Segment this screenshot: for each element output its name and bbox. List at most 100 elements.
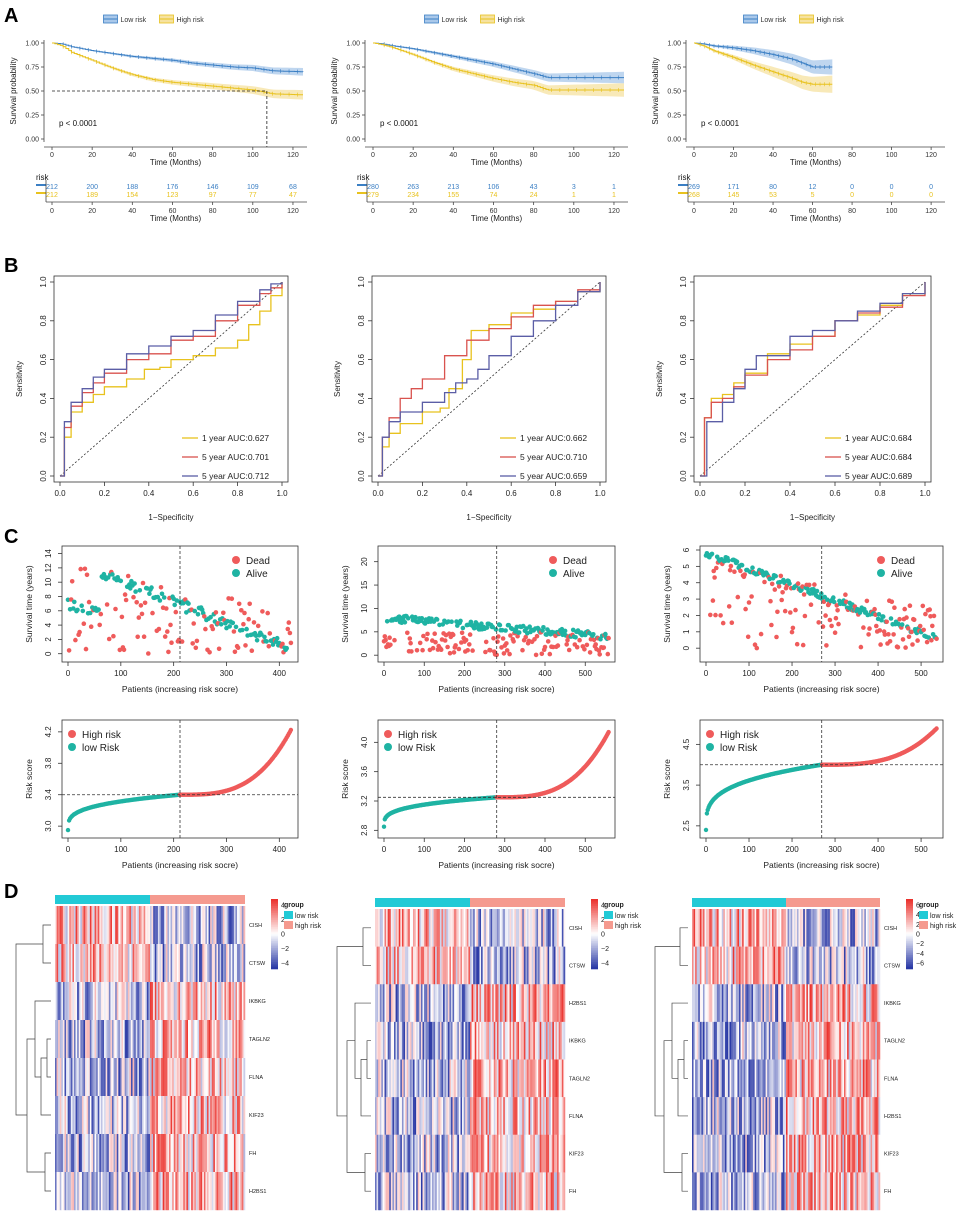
dead-point <box>778 573 784 579</box>
heatmap-cell <box>226 1058 228 1097</box>
heatmap-cell <box>208 1134 211 1173</box>
heatmap-cell <box>64 1020 67 1059</box>
heatmap-cell <box>176 1172 179 1211</box>
heatmap-cell <box>549 984 551 1023</box>
heatmap-cell <box>726 1097 729 1135</box>
heatmap-cell <box>167 1058 170 1097</box>
heatmap-cell <box>408 1097 411 1135</box>
color-scale-step <box>591 960 598 963</box>
x-tick-label: 20 <box>88 152 96 159</box>
heatmap-cell <box>205 1134 208 1173</box>
heatmap-cell <box>145 1172 148 1211</box>
y-tick-label: 0.25 <box>346 113 360 120</box>
heatmap-cell <box>409 1059 412 1098</box>
heatmap-cell <box>770 1059 773 1098</box>
heatmap-cell <box>487 1059 490 1098</box>
legend-low-label: low Risk <box>398 743 436 754</box>
heatmap-cell <box>401 1172 404 1211</box>
dead-point <box>104 602 110 607</box>
heatmap-cell <box>96 1058 98 1097</box>
heatmap-cell <box>425 946 428 985</box>
heatmap-cell <box>384 1097 387 1135</box>
heatmap-cell <box>489 1134 491 1173</box>
heatmap-cell <box>872 1059 874 1098</box>
x-axis-title: 1−Specificity <box>148 513 193 522</box>
heatmap-cell <box>831 909 834 947</box>
heatmap-cell <box>707 984 710 1023</box>
heatmap-cell <box>765 1097 768 1135</box>
heatmap-cell <box>127 944 130 983</box>
heatmap-cell <box>376 984 379 1023</box>
heatmap-cell <box>156 1020 159 1059</box>
heatmap-cell <box>235 1020 238 1059</box>
heatmap-cell <box>116 906 119 945</box>
heatmap-cell <box>496 909 499 947</box>
heatmap-cell <box>837 1059 840 1098</box>
heatmap-cell <box>165 1020 168 1059</box>
heatmap-cell <box>419 1097 422 1135</box>
scatter-points <box>381 613 611 658</box>
heatmap-cell <box>533 1134 536 1173</box>
heatmap-cell <box>233 944 236 983</box>
heatmap-cell <box>822 909 824 947</box>
heatmap-cell <box>515 984 518 1023</box>
heatmap-cell <box>400 1134 403 1173</box>
heatmap-cell <box>157 1020 160 1059</box>
heatmap-cell <box>175 1096 178 1135</box>
dead-point <box>917 623 923 629</box>
heatmap-cell <box>876 984 879 1023</box>
dead-point <box>139 611 145 617</box>
heatmap-cell <box>465 1134 468 1173</box>
heatmap-cell <box>859 909 862 947</box>
heatmap-cell <box>831 1097 834 1135</box>
heatmap-cell <box>739 1021 741 1060</box>
color-scale-label: 2 <box>281 917 285 924</box>
heatmap-cell <box>701 1021 704 1060</box>
heatmap-cell <box>384 946 387 985</box>
heatmap-cell <box>74 1058 76 1097</box>
heatmap-cell <box>222 1058 225 1097</box>
heatmap-cell <box>489 1097 491 1135</box>
heatmap-cell <box>872 984 874 1023</box>
heatmap-cell <box>527 984 529 1023</box>
heatmap-cell <box>91 906 94 945</box>
heatmap-cell <box>397 1097 399 1135</box>
risk-count-low: 188 <box>126 184 138 191</box>
heatmap-cell <box>150 1020 152 1059</box>
x-axis-title: Patients (increasing risk socre) <box>438 860 554 870</box>
heatmap-cell <box>202 1172 205 1211</box>
heatmap-cell <box>61 1096 64 1135</box>
heatmap-cell <box>833 1097 835 1135</box>
heatmap-cell <box>110 982 113 1021</box>
heatmap-cell <box>86 1134 89 1173</box>
heatmap-cell <box>74 906 76 945</box>
heatmap-cell <box>96 982 98 1021</box>
heatmap-cell <box>178 906 181 945</box>
diagonal-reference <box>377 281 601 477</box>
heatmap-cell <box>801 1059 804 1098</box>
y-axis-title: Survival time (years) <box>340 565 350 643</box>
heatmap-cell <box>484 1021 487 1060</box>
x-tick-label: 200 <box>167 845 181 854</box>
heatmap-cell <box>458 1021 461 1060</box>
heatmap-cell <box>417 1134 420 1173</box>
heatmap-cell <box>818 984 821 1023</box>
heatmap-cell <box>138 1058 141 1097</box>
heatmap-cell <box>121 1058 124 1097</box>
heatmap-cell <box>829 1021 832 1060</box>
heatmap-cell <box>191 1058 193 1097</box>
heatmap-cell <box>754 909 757 947</box>
alive-point <box>227 624 232 629</box>
heatmap-cell <box>135 982 138 1021</box>
heatmap-cell <box>118 944 121 983</box>
heatmap-cell <box>134 1058 136 1097</box>
heatmap-cell <box>118 1172 121 1211</box>
heatmap-cell <box>801 1097 804 1135</box>
legend-dead-key <box>232 556 240 564</box>
heatmap-cell <box>400 1059 403 1098</box>
heatmap-cell <box>392 1059 395 1098</box>
color-scale-label: 4 <box>601 903 605 910</box>
heatmap-cell <box>552 1134 555 1173</box>
heatmap-cell <box>56 1020 59 1059</box>
heatmap-cell <box>240 1172 243 1211</box>
